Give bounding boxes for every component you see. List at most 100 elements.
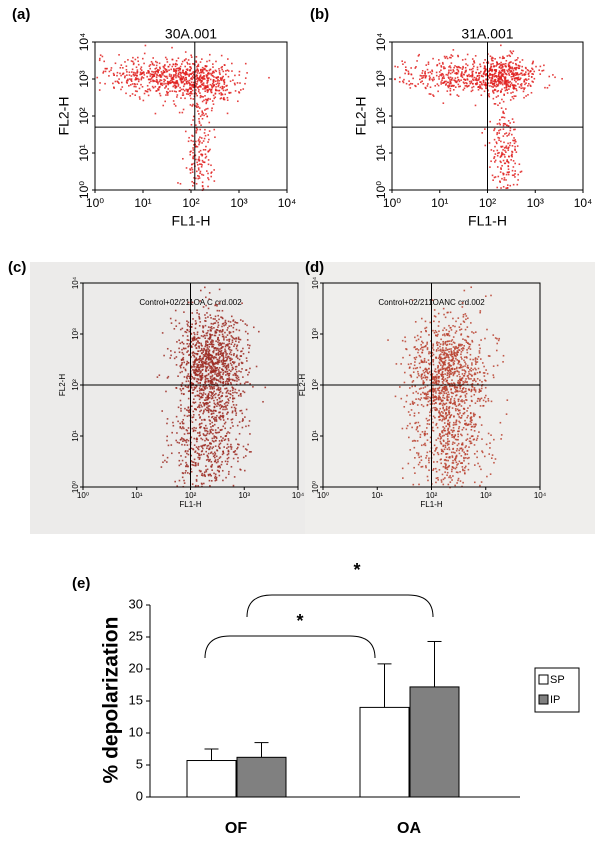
dot [424,397,427,400]
dot [197,90,200,93]
dot [207,163,210,166]
dot [429,389,432,391]
dot [245,357,248,359]
dot [169,90,171,93]
dot [426,369,428,371]
dot [403,78,405,81]
dot [438,320,440,323]
dot [443,418,446,421]
dot [202,366,204,368]
dot [236,354,238,357]
dot [176,341,178,343]
dot [195,55,198,58]
dot [469,353,472,356]
dot [463,289,466,292]
dot [218,68,220,70]
dot [426,376,428,378]
dot [141,85,144,88]
dot [432,415,435,418]
dot [154,80,156,83]
dot [178,71,181,74]
dot [485,82,487,85]
dot [437,383,440,386]
dot [210,370,213,373]
dot [187,140,190,143]
dot [456,68,458,71]
dot [452,317,454,320]
dot [478,465,481,468]
dot [496,337,498,340]
dot [427,396,429,398]
dot [465,392,468,395]
dot [229,331,232,334]
dot [209,431,212,433]
dot [210,317,212,319]
dot [210,326,213,328]
dot [465,381,468,384]
dot [418,424,421,427]
dot [202,389,204,391]
dot [449,456,451,458]
dot [238,70,241,73]
dot [477,86,479,89]
dot [143,74,146,76]
dot [217,343,220,346]
dot [212,351,215,354]
dot [483,372,486,374]
dot [136,71,139,73]
dot [420,397,423,399]
dot [527,69,530,72]
dot [205,450,208,453]
dot [211,86,214,89]
dot [507,125,510,127]
dot [204,87,207,90]
dot [202,161,204,163]
dot [200,376,203,379]
dot [439,392,441,395]
dot [503,112,505,115]
dot [141,57,144,60]
dot [522,90,525,93]
dot [476,361,479,363]
dot [415,398,417,400]
dot [239,82,241,84]
dot [210,343,213,346]
dot [470,395,473,398]
dot [438,354,441,356]
dot [462,391,465,394]
dot [206,366,209,368]
dot [471,435,474,437]
dot [451,371,454,374]
dot [459,387,462,390]
dot [233,406,236,409]
dot [222,419,225,421]
dot [192,119,194,121]
dot [199,371,202,374]
dot [222,357,225,359]
dot [464,361,466,364]
dot [440,479,443,481]
dot [446,396,448,399]
dot [221,309,224,312]
dot [199,426,201,429]
dot [199,115,202,118]
dot [215,420,218,422]
dot [227,456,230,459]
dot [444,369,447,372]
dot [523,88,525,91]
dot [442,376,444,379]
dot [476,66,479,69]
dot [228,331,231,333]
dot [455,419,458,422]
dot [238,329,241,332]
dot [232,79,234,82]
dot [192,140,194,143]
dot [520,72,522,75]
dot [181,60,184,63]
dot [491,56,493,59]
dot [445,340,447,343]
dot [409,403,412,406]
dot [226,358,228,361]
dot [442,363,445,366]
dot [217,458,219,461]
